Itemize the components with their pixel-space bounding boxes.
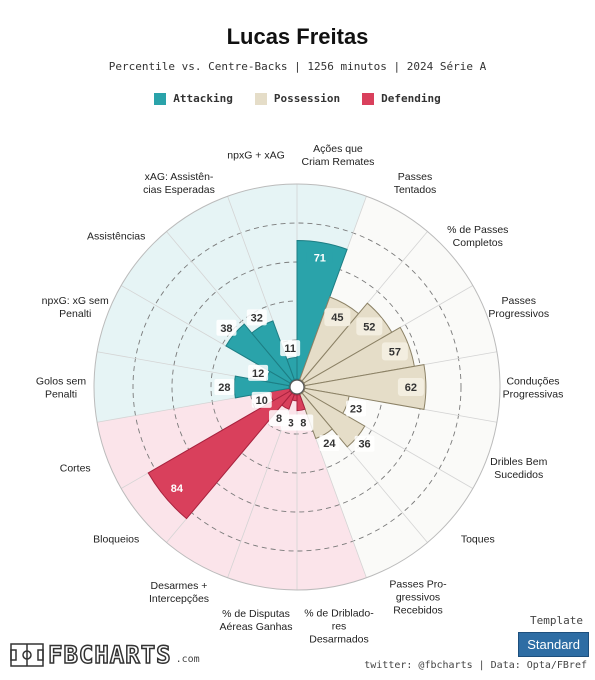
value-label: 24 <box>323 438 336 450</box>
value-label-box <box>354 435 375 452</box>
category-label: Assistências <box>87 230 145 242</box>
grid-ring <box>132 222 462 552</box>
template-label: Template <box>530 614 583 627</box>
category-label: Dribles Bem Sucedidos <box>490 456 547 481</box>
category-label: % de Driblado-res Desarmados <box>304 607 374 645</box>
chart-subtitle: Percentile vs. Centre-Backs | 1256 minut… <box>108 60 487 73</box>
template-badge: Standard <box>518 632 589 657</box>
value-label-box <box>246 309 267 326</box>
value-label-box <box>216 319 237 336</box>
value-label-box <box>346 400 367 417</box>
logo-text: FBCHARTS <box>47 640 172 670</box>
legend-item-possession: Possession <box>254 92 341 105</box>
value-label: 32 <box>251 312 263 324</box>
category-label: % de Disputas Aéreas Ganhas <box>220 608 293 633</box>
value-label: 10 <box>256 395 268 407</box>
legend-label-attacking: Attacking <box>173 92 233 105</box>
value-label: 8 <box>300 417 306 429</box>
category-label: Passes Pro-gressivos Recebidos <box>389 579 447 617</box>
value-label: 23 <box>350 403 362 415</box>
value-label: 36 <box>358 439 370 451</box>
category-label: Passes Tentados <box>394 171 437 196</box>
category-label: Passes Progressivos <box>488 295 549 320</box>
category-label: npxG: xG sem Penalti <box>42 295 109 320</box>
background-sector <box>227 387 297 590</box>
background-sector <box>97 387 298 489</box>
category-label: Bloqueios <box>93 534 139 546</box>
fbcharts-logo: FBCHARTS .com <box>10 640 200 670</box>
legend-label-defending: Defending <box>381 92 441 105</box>
logo-domain: .com <box>175 654 200 665</box>
value-label: 62 <box>405 382 417 394</box>
legend-swatch-attacking <box>154 92 167 105</box>
chart-title: Lucas Freitas <box>226 24 369 49</box>
value-label-box <box>356 317 383 336</box>
category-label: Conduções Progressivas <box>503 376 564 401</box>
background-sector <box>97 285 298 387</box>
value-label-box <box>280 340 301 357</box>
legend-swatch-defending <box>362 92 375 105</box>
value-label: 71 <box>314 253 326 265</box>
category-label: Cortes <box>60 463 91 475</box>
value-label: 11 <box>284 343 296 355</box>
pitch-icon <box>10 643 44 667</box>
background-sector <box>227 184 297 387</box>
value-label: 38 <box>220 323 232 335</box>
background-sector <box>297 387 428 578</box>
legend: Attacking Possession Defending <box>0 92 595 105</box>
background-sector <box>297 387 367 590</box>
value-label: 57 <box>389 346 401 358</box>
value-label: 45 <box>331 312 343 324</box>
category-label: Ações que Criam Remates <box>302 143 375 168</box>
background-sector <box>93 351 297 423</box>
value-label: 12 <box>252 368 264 380</box>
category-label: Golos sem Penalti <box>36 376 86 401</box>
bar <box>304 364 427 410</box>
value-label-box <box>324 308 351 327</box>
legend-item-attacking: Attacking <box>154 92 233 105</box>
background-sector <box>166 387 297 578</box>
value-label-box <box>248 364 269 381</box>
legend-label-possession: Possession <box>273 92 341 105</box>
center-hole <box>289 379 305 395</box>
outer-ring <box>93 183 501 591</box>
footer-credit: twitter: @fbcharts | Data: Opta/FBref <box>364 660 587 671</box>
value-label: 28 <box>218 382 230 394</box>
category-label: xAG: Assistên-cias Esperadas <box>143 171 215 196</box>
value-label-box <box>397 378 424 396</box>
value-label-box <box>306 248 333 267</box>
category-label: Toques <box>461 534 495 546</box>
category-label: % de Passes Completos <box>447 224 508 249</box>
value-label-box <box>214 379 235 395</box>
legend-swatch-possession <box>254 92 267 105</box>
legend-item-defending: Defending <box>362 92 441 105</box>
value-label: 3 <box>288 417 294 429</box>
value-label-box <box>251 391 272 408</box>
category-label: npxG + xAG <box>227 150 284 162</box>
value-label: 52 <box>363 321 375 333</box>
bar <box>286 357 298 381</box>
value-label-box <box>163 478 190 497</box>
value-label: 8 <box>276 413 282 425</box>
value-label-box <box>319 435 340 452</box>
value-label-box <box>269 410 289 427</box>
category-label: Desarmes + Intercepções <box>149 580 209 605</box>
value-label: 84 <box>171 483 184 495</box>
value-label-box <box>381 342 408 361</box>
